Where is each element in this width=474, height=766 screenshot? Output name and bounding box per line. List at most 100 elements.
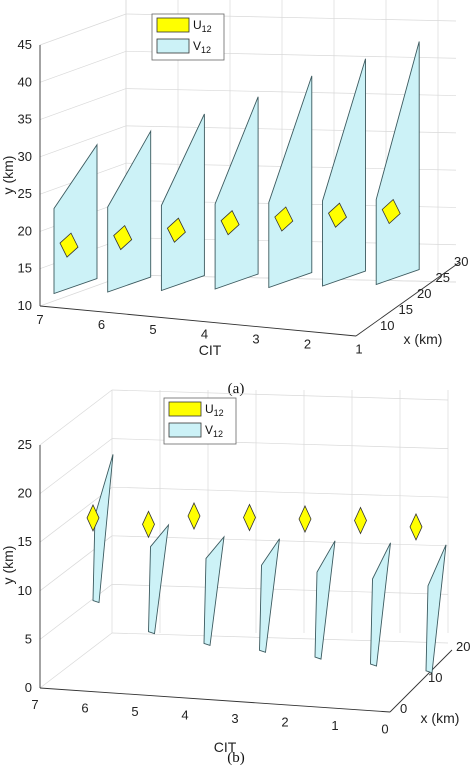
grid-back-line — [111, 486, 449, 498]
y-tick-label: 15 — [18, 534, 32, 549]
y-tick-label: 40 — [18, 74, 32, 89]
grid-left-line — [39, 632, 113, 689]
grid-left-line — [39, 88, 127, 120]
v12-panel — [375, 41, 420, 286]
cit-tick-label: 6 — [81, 701, 88, 716]
y-tick-label: 0 — [25, 680, 32, 695]
cit-tick-label: 5 — [131, 704, 138, 719]
grid-back-line — [111, 535, 449, 547]
v12-panel — [314, 540, 336, 660]
v12-panel — [160, 113, 205, 292]
y-tick-label: 45 — [18, 37, 32, 52]
grid-left-line — [39, 389, 113, 446]
v12-panel — [107, 129, 152, 293]
y-tick-label: 25 — [18, 437, 32, 452]
grid-back-line — [125, 88, 457, 96]
v12-panel — [268, 75, 313, 289]
v12-panel — [148, 523, 170, 635]
y-tick-label: 25 — [18, 186, 32, 201]
u12-marker — [142, 510, 155, 539]
x-axis-label: x (km) — [421, 710, 460, 726]
u12-marker — [243, 503, 256, 532]
y-axis-label: y (km) — [0, 546, 16, 585]
grid-left-line — [39, 50, 127, 83]
grid-left-line — [39, 438, 113, 494]
y-tick-label: 20 — [18, 223, 32, 238]
y-tick-label: 5 — [25, 631, 32, 646]
cit-axis-label: CIT — [214, 739, 237, 755]
x-tick-label: 20 — [456, 639, 470, 654]
grid-left-line — [39, 125, 127, 158]
y-tick-label: 35 — [18, 112, 32, 127]
v12-panel — [259, 538, 280, 653]
grid-left-line — [39, 13, 127, 46]
legend-swatch — [168, 422, 202, 438]
u12-marker — [381, 198, 401, 225]
v12-panel — [53, 143, 98, 295]
cit-axis-label: CIT — [199, 342, 222, 358]
cit-axis — [39, 687, 391, 713]
legend-swatch — [168, 401, 202, 417]
u12-marker — [409, 512, 423, 541]
v12-panel — [322, 58, 366, 287]
cit-tick-label: 5 — [149, 322, 156, 337]
x-tick-label: 30 — [454, 254, 468, 269]
cit-tick-label: 4 — [181, 708, 188, 723]
y-tick-label: 20 — [18, 486, 32, 501]
caption: (b) — [227, 750, 245, 766]
u12-marker — [328, 202, 347, 228]
legend-swatch — [156, 17, 190, 33]
u12-marker — [166, 217, 186, 243]
x-axis — [389, 649, 453, 713]
cit-tick-label: 4 — [201, 327, 208, 342]
y-tick-label: 30 — [18, 149, 32, 164]
u12-marker — [298, 505, 312, 533]
u12-marker — [354, 506, 367, 535]
grid-back-line — [111, 632, 449, 644]
x-tick-label: 10 — [380, 318, 394, 333]
u12-marker — [220, 210, 240, 236]
x-axis — [355, 261, 461, 337]
y-axis-label: y (km) — [0, 156, 16, 195]
u12-marker — [59, 232, 79, 258]
grid-back-line — [111, 438, 449, 449]
cit-tick-label: 2 — [304, 337, 311, 352]
v12-panel — [214, 96, 259, 290]
u12-marker — [187, 502, 201, 530]
grid-back-line — [111, 584, 449, 595]
caption: (a) — [228, 381, 245, 397]
v12-panel — [92, 454, 114, 604]
x-axis-label: x (km) — [404, 331, 443, 347]
u12-marker — [86, 503, 100, 532]
v12-panel — [370, 542, 391, 667]
v12-panel — [203, 535, 225, 646]
grid-left-line — [39, 584, 113, 640]
y-tick-label: 10 — [18, 583, 32, 598]
y-tick-label: 10 — [18, 298, 32, 313]
x-tick-label: 25 — [436, 270, 450, 285]
v12-panel — [425, 544, 447, 674]
cit-tick-label: 7 — [31, 697, 38, 712]
x-tick-label: 0 — [400, 701, 407, 716]
cit-tick-label: 1 — [355, 341, 362, 356]
x-tick-label: 20 — [417, 286, 431, 301]
legend-swatch — [156, 38, 190, 54]
u12-marker — [274, 206, 294, 232]
cit-axis — [39, 305, 357, 337]
cit-tick-label: 1 — [331, 718, 338, 733]
cit-tick-label: 3 — [252, 332, 259, 347]
x-tick-label: 10 — [428, 670, 442, 685]
cit-tick-label: 7 — [36, 312, 43, 327]
cit-tick-label: 2 — [281, 715, 288, 730]
cit-tick-label: 3 — [231, 711, 238, 726]
grid-back-line — [111, 389, 449, 401]
u12-marker — [113, 224, 133, 251]
cit-tick-label: 0 — [381, 722, 388, 737]
grid-left-line — [39, 486, 113, 543]
cit-tick-label: 6 — [98, 317, 105, 332]
